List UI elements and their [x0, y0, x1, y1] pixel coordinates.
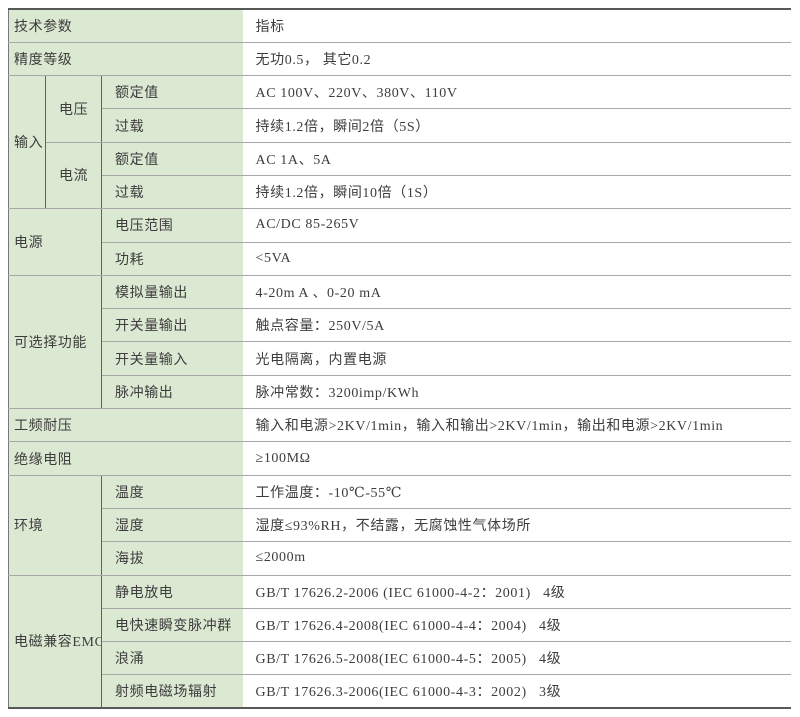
subgroup-cell-voltage: 电压 [45, 75, 102, 143]
group-cell-power-supply: 电源 [8, 208, 102, 276]
group-cell-optional-functions: 可选择功能 [8, 275, 102, 410]
table-row: 脉冲输出 脉冲常数：3200imp/KWh [9, 375, 791, 410]
header-indicator-cell: 指标 [242, 9, 791, 43]
table-row: 射频电磁场辐射 GB/T 17626.3-2006(IEC 61000-4-3：… [9, 674, 791, 709]
value-cell-humidity: 湿度≤93%RH，不结露，无腐蚀性气体场所 [242, 508, 791, 543]
table-row: 可选择功能 模拟量输出 4-20m A 、0-20 mA [8, 275, 791, 410]
label-cell-electrostatic-discharge: 静电放电 [101, 575, 243, 609]
label-cell-altitude: 海拔 [101, 541, 243, 576]
table-row: 绝缘电阻 ≥100MΩ [8, 441, 791, 476]
value-cell-voltage-rated: AC 100V、220V、380V、110V [242, 75, 791, 110]
table-row: 开关量输入 光电隔离，内置电源 [9, 341, 791, 376]
table-row: 浪涌 GB/T 17626.5-2008(IEC 61000-4-5：2005)… [9, 641, 791, 676]
table-row: 海拔 ≤2000m [9, 541, 791, 576]
table-row: 环境 温度 工作温度：-10℃-55℃ [8, 475, 791, 576]
label-cell-withstand-voltage: 工频耐压 [8, 408, 243, 443]
table-row: 过载 持续1.2倍，瞬间10倍（1S） [9, 175, 791, 210]
value-cell-temperature: 工作温度：-10℃-55℃ [242, 475, 791, 509]
table-row: 开关量输出 触点容量：250V/5A [9, 308, 791, 343]
table-row: 技术参数 指标 [8, 9, 791, 43]
value-cell-altitude: ≤2000m [242, 541, 791, 576]
label-cell-overload: 过载 [101, 108, 243, 143]
label-cell-rf-radiation: 射频电磁场辐射 [101, 674, 243, 709]
table-row: 工频耐压 输入和电源>2KV/1min，输入和输出>2KV/1min，输出和电源… [8, 408, 791, 443]
value-cell-switch-input: 光电隔离，内置电源 [242, 341, 791, 376]
table-row: 电磁兼容EMC 静电放电 GB/T 17626.2-2006 (IEC 6100… [8, 575, 791, 709]
label-cell-voltage-range: 电压范围 [101, 208, 243, 243]
value-cell-insulation-resistance: ≥100MΩ [242, 441, 791, 476]
value-cell-voltage-overload: 持续1.2倍，瞬间2倍（5S） [242, 108, 791, 143]
group-cell-input: 输入 [8, 75, 46, 210]
label-cell-humidity: 湿度 [101, 508, 243, 543]
value-cell-pulse-output: 脉冲常数：3200imp/KWh [242, 375, 791, 410]
table-row: 过载 持续1.2倍，瞬间2倍（5S） [9, 108, 791, 143]
value-cell-accuracy: 无功0.5， 其它0.2 [242, 42, 791, 77]
label-cell-rated-value: 额定值 [101, 142, 243, 176]
table-row: 输入 电压 额定值 AC 100V、220V、380V、110V [8, 75, 791, 210]
value-cell-voltage-range: AC/DC 85-265V [242, 208, 791, 243]
label-cell-insulation-resistance: 绝缘电阻 [8, 441, 243, 476]
value-cell-switch-output: 触点容量：250V/5A [242, 308, 791, 343]
value-cell-fast-transient-burst: GB/T 17626.4-2008(IEC 61000-4-4：2004) 4级 [242, 608, 791, 643]
label-cell-pulse-output: 脉冲输出 [101, 375, 243, 410]
group-cell-environment: 环境 [8, 475, 102, 576]
value-cell-current-overload: 持续1.2倍，瞬间10倍（1S） [242, 175, 791, 210]
value-cell-rf-radiation: GB/T 17626.3-2006(IEC 61000-4-3：2002) 3级 [242, 674, 791, 709]
header-param-cell: 技术参数 [8, 9, 243, 43]
label-cell-surge: 浪涌 [101, 641, 243, 676]
value-cell-withstand-voltage: 输入和电源>2KV/1min，输入和输出>2KV/1min，输出和电源>2KV/… [242, 408, 791, 443]
label-cell-power-consumption: 功耗 [101, 242, 243, 276]
table-row: 功耗 <5VA [9, 242, 791, 276]
table-row: 电源 电压范围 AC/DC 85-265V [8, 208, 791, 276]
label-cell-fast-transient-burst: 电快速瞬变脉冲群 [101, 608, 243, 643]
subgroup-cell-current: 电流 [45, 142, 102, 210]
label-cell-accuracy: 精度等级 [8, 42, 243, 77]
value-cell-surge: GB/T 17626.5-2008(IEC 61000-4-5：2005) 4级 [242, 641, 791, 676]
table-row: 湿度 湿度≤93%RH，不结露，无腐蚀性气体场所 [9, 508, 791, 543]
table-row: 电快速瞬变脉冲群 GB/T 17626.4-2008(IEC 61000-4-4… [9, 608, 791, 643]
technical-parameters-table: 技术参数 指标 精度等级 无功0.5， 其它0.2 输入 电压 额定值 AC 1… [8, 8, 791, 710]
value-cell-electrostatic-discharge: GB/T 17626.2-2006 (IEC 61000-4-2：2001) 4… [242, 575, 791, 609]
label-cell-analog-output: 模拟量输出 [101, 275, 243, 310]
value-cell-analog-output: 4-20m A 、0-20 mA [242, 275, 791, 310]
label-cell-temperature: 温度 [101, 475, 243, 509]
table-row: 精度等级 无功0.5， 其它0.2 [8, 42, 791, 77]
label-cell-overload: 过载 [101, 175, 243, 210]
value-cell-current-rated: AC 1A、5A [242, 142, 791, 176]
group-cell-emc: 电磁兼容EMC [8, 575, 102, 709]
table-row: 电流 额定值 AC 1A、5A [9, 142, 791, 210]
value-cell-power-consumption: <5VA [242, 242, 791, 276]
label-cell-switch-output: 开关量输出 [101, 308, 243, 343]
label-cell-switch-input: 开关量输入 [101, 341, 243, 376]
label-cell-rated-value: 额定值 [101, 75, 243, 110]
